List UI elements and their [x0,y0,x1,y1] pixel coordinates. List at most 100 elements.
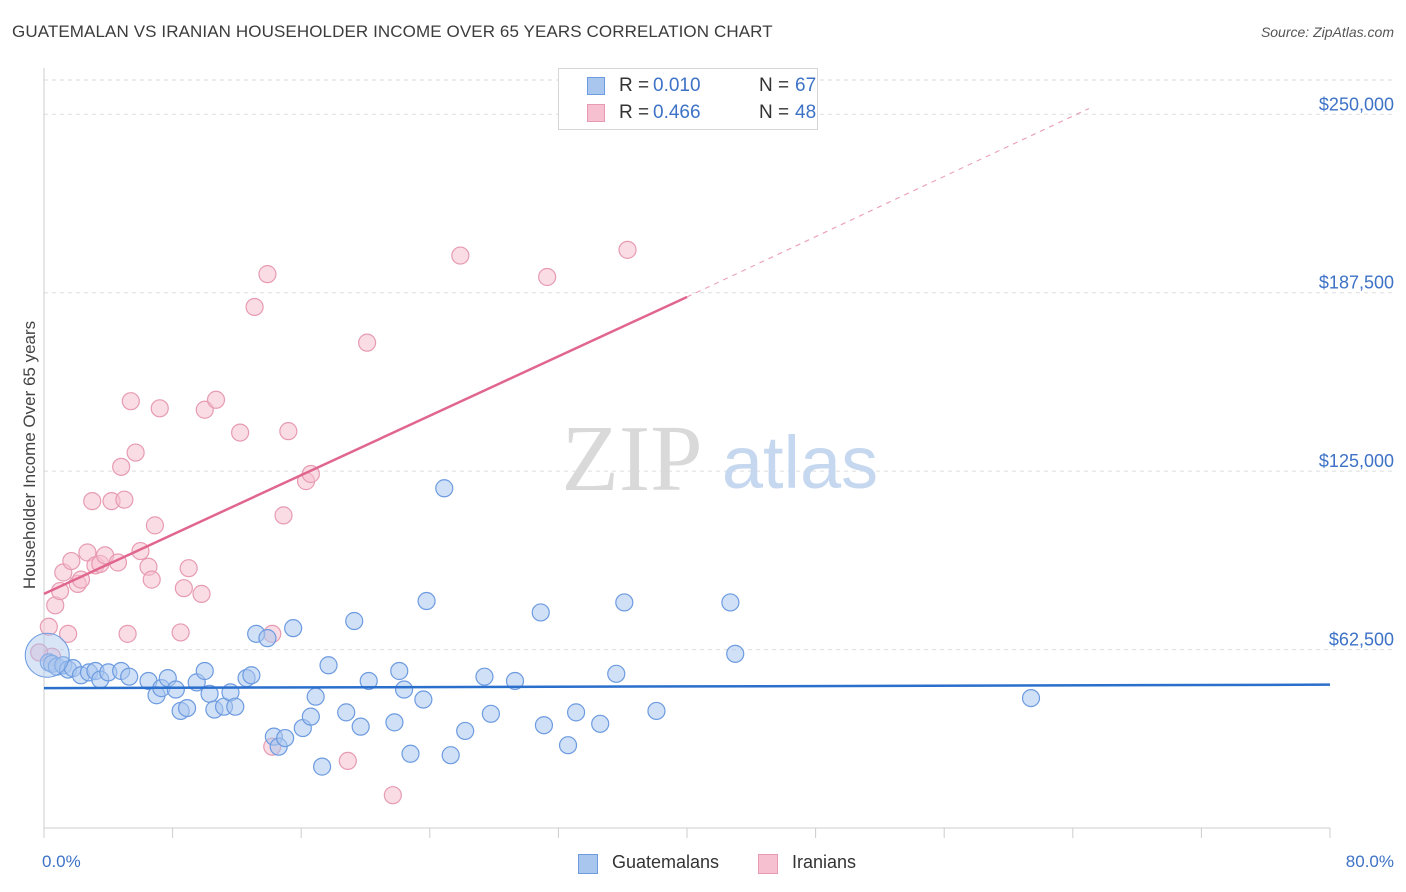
iranian-trend-extension [686,108,1090,298]
guatemalan-point [337,703,356,722]
legend-r-label: R = [619,75,650,96]
legend-swatch-iranians [587,104,605,122]
guatemalan-point [534,716,554,735]
guatemalan-point [312,757,332,776]
guatemalan-point [385,713,404,732]
legend-swatch-guatemalans [587,77,605,95]
iranian-point [118,624,137,643]
iranian-point [231,423,250,442]
guatemalan-point [475,667,494,686]
iranian-point [538,267,557,287]
guatemalan-point [1021,688,1041,708]
grid [44,79,1394,651]
iranian-point [206,390,226,409]
guatemalan-point [417,591,436,611]
iranian-point [338,751,357,771]
iranian-point [83,492,102,511]
iranian-point [142,570,161,589]
guatemalan-cluster-point [24,632,70,678]
iranian-point [78,543,97,562]
guatemalan-point [359,671,378,691]
source-label: Source: ZipAtlas.com [1260,24,1394,40]
guatemalan-trend-line [43,683,1331,690]
iranian-point [171,623,190,642]
guatemalan-point [591,714,610,733]
guatemalan-points [24,479,1041,776]
iranian-point [179,559,198,578]
y-tick-labels: $62,500 $125,000 $187,500 $250,000 [1319,94,1394,649]
guatemalan-point [481,704,500,723]
iranian-point [258,265,277,284]
guatemalan-point [607,664,626,683]
legend-r-value: 0.010 [653,75,701,96]
legend-n-label: N = [759,75,790,96]
iranian-point [62,551,81,571]
guatemalan-point [441,746,460,765]
legend-n-label: N = [759,102,790,123]
chart-title: GUATEMALAN VS IRANIAN HOUSEHOLDER INCOME… [12,22,773,41]
watermark-zip: ZIP [562,407,703,511]
guatemalan-point [345,611,364,631]
iranian-point [145,516,165,535]
guatemalan-point [558,736,578,755]
iranian-point [112,457,131,476]
guatemalan-point [566,703,586,722]
guatemalan-point [531,603,550,622]
iranian-trend-line [43,295,688,596]
guatemalan-point [394,680,414,699]
y-tick-label: $250,000 [1319,94,1394,114]
guatemalan-point [456,721,475,741]
iranian-point [279,422,298,441]
guatemalan-point [166,680,185,699]
legend-r-value: 0.466 [653,102,701,123]
guatemalan-point [319,656,338,675]
iranian-point [126,443,145,462]
guatemalan-point [351,717,370,736]
x-tick-max: 80.0% [1345,852,1394,871]
guatemalan-point [615,593,634,612]
legend-r-label: R = [619,102,650,123]
y-tick-label: $62,500 [1329,630,1394,650]
guatemalan-point [401,744,420,763]
iranian-point [383,786,402,805]
guatemalan-point [120,667,139,686]
guatemalan-point [242,666,261,685]
watermark: ZIP atlas [562,407,879,511]
guatemalan-point [414,690,433,709]
y-axis-label: Householder Income Over 65 years [20,320,39,590]
watermark-atlas: atlas [722,421,878,504]
iranian-point [121,392,140,411]
guatemalan-point [505,671,525,691]
trend-lines [43,108,1331,690]
legend-swatch-iranians [758,854,778,874]
iranian-point [358,333,377,352]
guatemalan-point [721,593,740,612]
guatemalan-point [301,707,320,726]
guatemalan-point [647,701,666,721]
x-tick-min: 0.0% [42,852,81,871]
guatemalan-point [195,661,214,681]
guatemalan-point [177,698,197,718]
guatemalan-point [258,629,277,648]
legend-n-value: 48 [795,102,817,123]
guatemalan-point [435,479,454,498]
axes [43,68,1331,838]
y-tick-label: $125,000 [1319,451,1394,471]
guatemalan-point [276,728,295,748]
iranian-point [150,399,169,418]
iranian-point [618,240,637,259]
iranian-point [59,624,78,643]
guatemalan-point [726,644,745,663]
guatemalan-point [306,687,325,706]
iranian-point [245,297,264,317]
iranian-point [451,246,470,265]
legend-n-value: 67 [795,75,817,96]
iranian-point [115,490,134,509]
guatemalan-point [226,697,245,716]
iranian-point [39,617,58,636]
y-tick-label: $187,500 [1319,273,1394,293]
iranian-point [274,506,293,525]
iranian-point [192,584,211,603]
stats-legend: R = 0.010 N = 67 R = 0.466 N = 48 [558,68,818,130]
